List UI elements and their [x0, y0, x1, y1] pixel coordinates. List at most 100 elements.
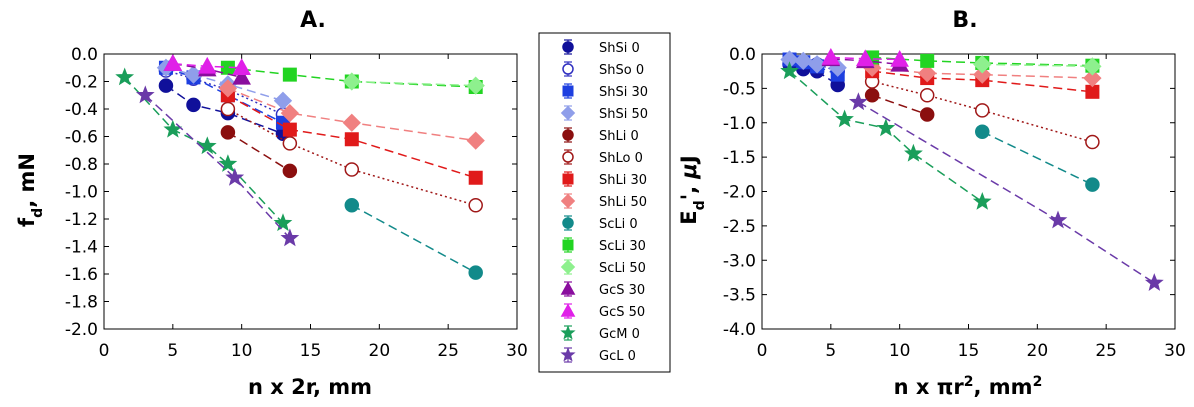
panel-a-point-scli-0 [468, 265, 483, 280]
legend-item-shsi-30: ShSi 30 [562, 83, 648, 100]
panel-a-series-scli-0 [344, 198, 483, 280]
panel-a-x-tick-label: 25 [437, 341, 459, 361]
panel-b-point-gcm-0 [780, 61, 799, 80]
legend-marker-shsi-30 [562, 85, 574, 97]
panel-a-y-tick-label: -1.8 [65, 293, 98, 313]
panel-b-series-line-shlo-0 [871, 80, 1093, 143]
legend-label-shsi-50: ShSi 50 [599, 107, 648, 122]
panel-a-point-gcs-50 [163, 54, 183, 71]
panel-b-point-shlo-0 [919, 88, 935, 103]
panel-a-series-shli-30 [220, 88, 483, 185]
panel-b-x-tick-label: 0 [757, 341, 768, 361]
panel-b-point-gcl-0 [848, 92, 868, 111]
panel-a-y-tick-label: -1.2 [65, 210, 98, 230]
panel-a-series-line-gcl-0 [144, 94, 291, 239]
panel-a-marks [115, 54, 485, 280]
panel-a-point-gcl-0 [135, 85, 155, 104]
panel-a-y-tick-label: 0.0 [71, 45, 98, 65]
panel-b-marks [780, 47, 1164, 291]
legend-item-shli-30: ShLi 30 [562, 171, 647, 188]
panel-b-point-shlo-0 [1085, 134, 1100, 150]
legend-item-gcs-50: GcS 50 [560, 303, 645, 320]
legend-label-shsi-0: ShSi 0 [599, 41, 640, 56]
panel-b-plot-frame [761, 53, 1176, 330]
panel-a-y-tick-label: -0.8 [65, 155, 98, 175]
panel-a-point-shlo-0 [282, 136, 298, 151]
panel-a-y-tick-label: -1.6 [65, 265, 98, 285]
panel-b-series-shlo-0 [864, 74, 1100, 150]
panel-a-point-gcs-50 [197, 56, 217, 74]
panel-a-series-line-shli-0 [227, 131, 291, 172]
legend-marker-scli-0 [562, 217, 574, 229]
panel-b-series-line-gcl-0 [857, 101, 1155, 284]
legend-marker-shso-0 [562, 63, 574, 75]
legend-item-shso-0: ShSo 0 [562, 61, 644, 78]
panel-b-point-shsi-50 [807, 55, 827, 74]
panel-a-point-shli-0 [220, 125, 236, 140]
panel-b-x-tick-label: 20 [1027, 341, 1049, 361]
legend: ShSi 0 ShSo 0 ShSi 30 ShSi 50 ShLi 0 ShLo 0 Sh… [538, 32, 671, 373]
panel-a-point-scli-50 [466, 76, 485, 95]
panel-a-point-shli-50 [466, 131, 485, 150]
panel-a-x-tick-label: 10 [231, 341, 253, 361]
panel-b-y-tick-label: 0.0 [729, 45, 756, 65]
panel-b-y-axis-label: Ed', μJ [677, 155, 708, 224]
panel-b-y-tick-label: -3.5 [723, 286, 756, 306]
panel-a-point-gcm-0 [115, 67, 135, 86]
panel-a-series-line-gcm-0 [124, 76, 284, 224]
panel-a-y-axis-label: fd, mN [15, 153, 46, 227]
panel-a-y-tick-label: -0.4 [65, 100, 98, 120]
panel-a-x-tick-label: 20 [369, 341, 391, 361]
panel-a-point-scli-50 [342, 72, 361, 91]
panel-a-series-line-scli-0 [351, 204, 477, 274]
panel-b-point-gcs-50 [821, 47, 841, 65]
legend-box [538, 32, 671, 373]
panel-b-series-shsi-50 [780, 50, 847, 77]
panel-b: B. 0 5 10 15 20 25 30 0.0 -0.5 -1.0 -1.5 -2.0 -2.5 -3… [677, 8, 1186, 399]
panel-b-series-scli-50 [973, 55, 1102, 76]
legend-item-shsi-0: ShSi 0 [562, 39, 640, 56]
legend-item-scli-30: ScLi 30 [562, 237, 646, 254]
panel-a-point-shli-0 [282, 163, 298, 179]
legend-marker-shlo-0 [562, 151, 574, 163]
panel-b-point-scli-50 [1083, 57, 1102, 76]
panel-a-title: A. [300, 8, 326, 33]
panel-a-point-shli-30 [282, 122, 297, 137]
panel-a-point-scli-0 [344, 198, 360, 213]
legend-items: ShSi 0 ShSo 0 ShSi 30 ShSi 50 ShLi 0 ShLo 0 Sh… [560, 39, 648, 364]
panel-a-point-shsi-0 [186, 97, 201, 113]
panel-a-point-gcm-0 [218, 154, 238, 172]
panel-a-y-tick-label: -2.0 [65, 320, 98, 340]
panel-b-series-line-scli-50 [982, 63, 1093, 68]
panel-b-point-scli-30 [920, 53, 935, 68]
panel-a-point-gcl-0 [280, 228, 300, 247]
panel-a-x-tick-label: 30 [506, 341, 528, 361]
panel-b-y-tick-label: -2.0 [723, 183, 756, 203]
legend-label-scli-30: ScLi 30 [599, 239, 646, 254]
legend-item-scli-50: ScLi 50 [560, 259, 646, 276]
panel-b-y-tick-label: -0.5 [723, 79, 756, 99]
legend-label-shli-50: ShLi 50 [599, 195, 647, 210]
legend-item-shsi-50: ShSi 50 [560, 105, 648, 122]
panel-b-point-gcm-0 [876, 118, 896, 137]
legend-label-gcl-0: GcL 0 [599, 349, 636, 364]
panel-a-series-shli-50 [218, 79, 485, 150]
panel-b-x-axis-label: n x πr2, mm2 [894, 374, 1043, 399]
panel-b-y-tick-label: -2.5 [723, 217, 756, 237]
panel-b-point-gcm-0 [835, 109, 854, 128]
panel-b-point-shli-30 [1085, 84, 1100, 99]
panel-a-point-scli-30 [282, 67, 297, 82]
panel-b-point-shli-50 [918, 64, 937, 83]
panel-b-point-gcs-50 [890, 50, 909, 67]
panel-b-x-tick-label: 30 [1164, 341, 1186, 361]
legend-item-shlo-0: ShLo 0 [562, 149, 643, 166]
panel-a-x-tick-label: 0 [99, 341, 110, 361]
panel-a-y-tick-label: -1.4 [65, 238, 98, 258]
panel-a-series-line-shsi-30 [165, 67, 284, 124]
panel-a-series-line-shsi-50 [165, 67, 284, 102]
panel-b-series-gcm-0 [780, 61, 992, 210]
panel-b-point-shlo-0 [975, 103, 990, 118]
panel-b-x-tick-label: 10 [889, 341, 911, 361]
panel-a-x-tick-label: 5 [167, 341, 178, 361]
